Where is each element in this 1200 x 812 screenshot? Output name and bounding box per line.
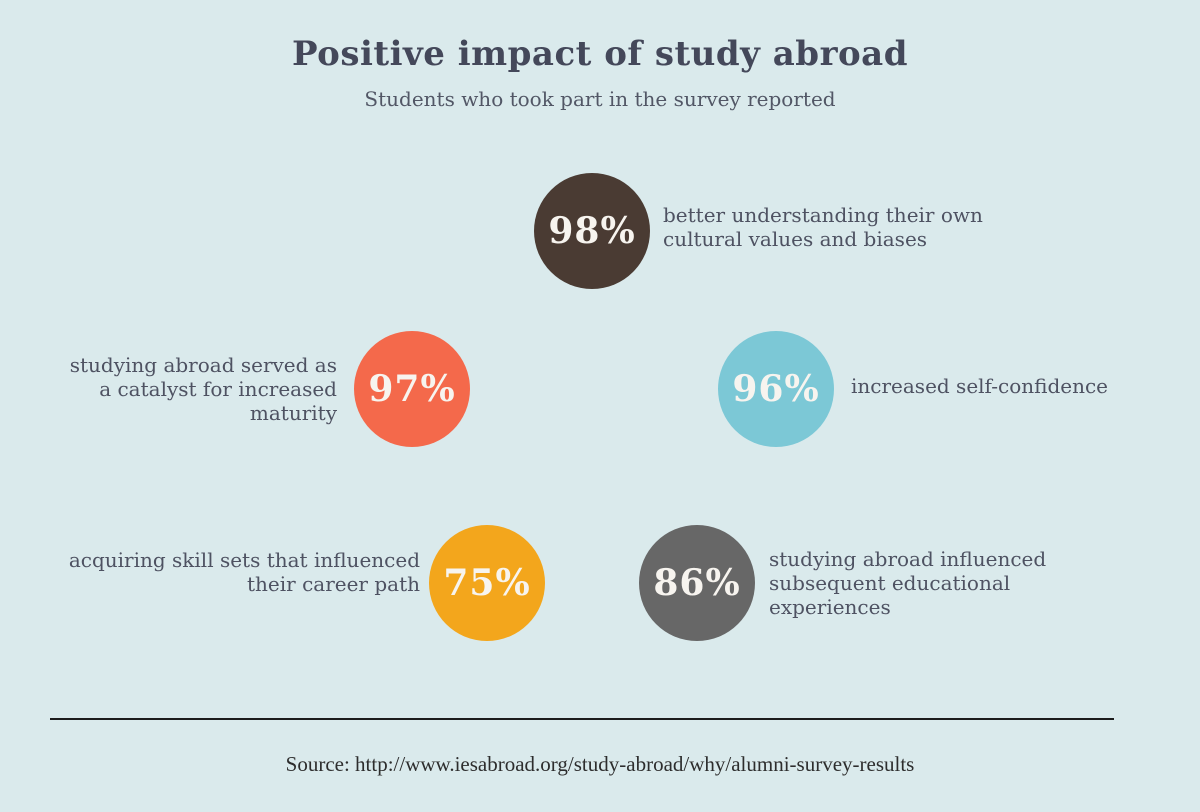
stat-circle: 75% [429,525,545,641]
stat-label-line: a catalyst for increased [99,377,337,401]
stat-label-line: subsequent educational [769,571,1011,595]
page-title: Positive impact of study abroad [292,34,908,74]
stat-circle: 97% [354,331,470,447]
stat-item-educational-experiences: 86% studying abroad influenced subsequen… [639,525,1046,641]
stat-label-line: studying abroad served as [69,353,337,377]
stat-label: increased self-confidence [851,374,1108,398]
stat-label: studying abroad served as a catalyst for… [40,353,337,425]
stat-value: 98% [548,210,636,252]
source-text: Source: http://www.iesabroad.org/study-a… [285,752,915,776]
stat-value: 96% [732,368,820,410]
stat-value: 86% [653,562,741,604]
stat-label: acquiring skill sets that influenced the… [50,548,420,596]
stat-label-line: cultural values and biases [663,227,928,251]
stat-label-line: acquiring skill sets that influenced [68,548,420,572]
stat-circle: 86% [639,525,755,641]
stat-label: studying abroad influenced subsequent ed… [769,547,1046,619]
stat-item-self-confidence: 96% increased self-confidence [718,331,1108,447]
stat-label-line: increased self-confidence [851,374,1109,398]
stat-label-line: better understanding their own [663,203,983,227]
stat-label-line: maturity [249,401,337,425]
stat-circle: 98% [534,173,650,289]
footer-divider [50,718,1114,720]
stat-value: 75% [443,562,531,604]
stat-label-line: their career path [247,572,420,596]
stat-label: better understanding their own cultural … [663,203,983,251]
stat-item-career-path: acquiring skill sets that influenced the… [50,525,545,641]
stat-item-maturity: studying abroad served as a catalyst for… [40,331,470,447]
page-subtitle: Students who took part in the survey rep… [364,87,836,111]
stat-item-cultural-values: 98% better understanding their own cultu… [534,173,983,289]
stat-value: 97% [368,368,456,410]
stat-label-line: experiences [769,595,891,619]
stat-label-line: studying abroad influenced [769,547,1047,571]
stat-circle: 96% [718,331,834,447]
